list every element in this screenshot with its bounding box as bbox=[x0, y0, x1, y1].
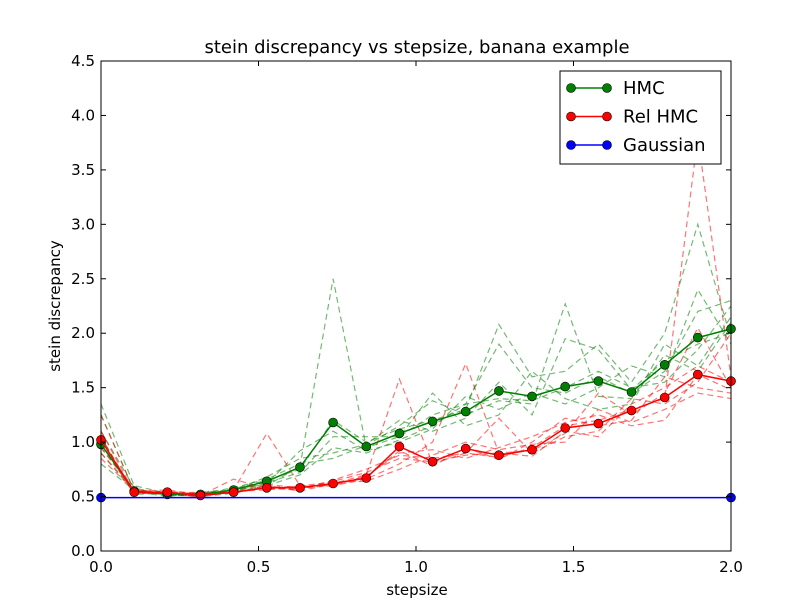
x-tick-label: 1.0 bbox=[404, 558, 428, 576]
axis-ticks: 0.0 0.5 1.0 1.5 2.0 0.0 0.5 1.0 1.5 2.0 2.5 3.0 3.5 4… bbox=[71, 52, 743, 576]
rel-hmc-run-line bbox=[100, 392, 732, 496]
mean-series bbox=[96, 324, 736, 503]
rel-hmc-point bbox=[427, 456, 438, 467]
hmc-point bbox=[527, 391, 537, 402]
legend-rel-hmc-marker bbox=[566, 111, 576, 122]
chart-title: stein discrepancy vs stepsize, banana ex… bbox=[204, 37, 629, 58]
hmc-point bbox=[328, 417, 338, 428]
rel-hmc-point bbox=[228, 487, 239, 498]
hmc-series-line bbox=[100, 328, 732, 496]
rel-hmc-run-line bbox=[100, 365, 732, 494]
legend-gaussian-marker bbox=[566, 140, 576, 150]
hmc-point bbox=[626, 387, 637, 397]
rel-hmc-point bbox=[129, 487, 139, 498]
rel-hmc-point bbox=[328, 478, 338, 489]
rel-hmc-point bbox=[394, 441, 405, 452]
legend-box bbox=[559, 70, 722, 165]
x-tick-label: 1.5 bbox=[562, 558, 586, 576]
hmc-point bbox=[361, 441, 372, 452]
y-tick-label: 4.5 bbox=[71, 52, 95, 70]
rel-hmc-point bbox=[261, 482, 272, 493]
legend-gaussian-label: Gaussian bbox=[623, 135, 706, 156]
rel-hmc-point bbox=[460, 443, 471, 454]
hmc-run-line bbox=[100, 222, 732, 497]
legend-hmc-label: HMC bbox=[623, 78, 665, 99]
y-tick-label: 1.0 bbox=[71, 433, 95, 451]
x-axis-label: stepsize bbox=[386, 581, 448, 599]
rel-hmc-point bbox=[527, 444, 537, 455]
y-tick-label: 0.5 bbox=[71, 488, 95, 506]
hmc-point bbox=[494, 386, 504, 396]
y-tick-label: 1.5 bbox=[71, 379, 95, 397]
rel-hmc-point bbox=[361, 473, 372, 483]
hmc-run-line bbox=[100, 316, 732, 498]
rel-hmc-point bbox=[560, 423, 571, 433]
x-tick-label: 0.0 bbox=[89, 558, 113, 576]
hmc-point bbox=[593, 376, 604, 386]
hmc-point bbox=[659, 359, 670, 370]
x-tick-label: 2.0 bbox=[719, 558, 743, 576]
legend: HMC Rel HMC Gaussian bbox=[559, 70, 722, 165]
hmc-point bbox=[427, 416, 438, 427]
y-tick-label: 3.0 bbox=[71, 215, 95, 233]
hmc-point bbox=[460, 406, 471, 417]
legend-gaussian-marker bbox=[602, 140, 612, 150]
y-tick-label: 2.0 bbox=[71, 324, 95, 342]
hmc-point bbox=[692, 332, 703, 343]
legend-hmc-marker bbox=[566, 83, 576, 93]
rel-hmc-run-line bbox=[100, 326, 732, 496]
y-tick-label: 2.5 bbox=[71, 270, 95, 288]
rel-hmc-point bbox=[162, 487, 173, 498]
rel-hmc-point bbox=[692, 369, 703, 380]
rel-hmc-point bbox=[593, 418, 604, 429]
y-tick-label: 3.5 bbox=[71, 161, 95, 179]
rel-hmc-series-line bbox=[100, 373, 732, 497]
legend-hmc-marker bbox=[602, 83, 612, 93]
rel-hmc-point bbox=[295, 482, 305, 493]
rel-hmc-run-line bbox=[100, 137, 732, 498]
rel-hmc-point bbox=[195, 490, 206, 501]
rel-hmc-point bbox=[494, 450, 504, 461]
hmc-point bbox=[394, 428, 405, 439]
hmc-point bbox=[560, 381, 571, 392]
legend-rel-hmc-marker bbox=[602, 111, 612, 122]
x-tick-label: 0.5 bbox=[247, 558, 271, 576]
hmc-run-line bbox=[100, 332, 732, 498]
rel-hmc-point bbox=[659, 392, 670, 403]
legend-rel-hmc-label: Rel HMC bbox=[623, 107, 698, 128]
y-tick-label: 4.0 bbox=[71, 106, 95, 124]
y-axis-label: stein discrepancy bbox=[46, 240, 64, 372]
individual-runs bbox=[100, 137, 732, 498]
rel-hmc-point bbox=[626, 405, 637, 416]
y-tick-label: 0.0 bbox=[71, 542, 95, 560]
hmc-run-line bbox=[100, 305, 732, 496]
hmc-point bbox=[295, 462, 305, 473]
